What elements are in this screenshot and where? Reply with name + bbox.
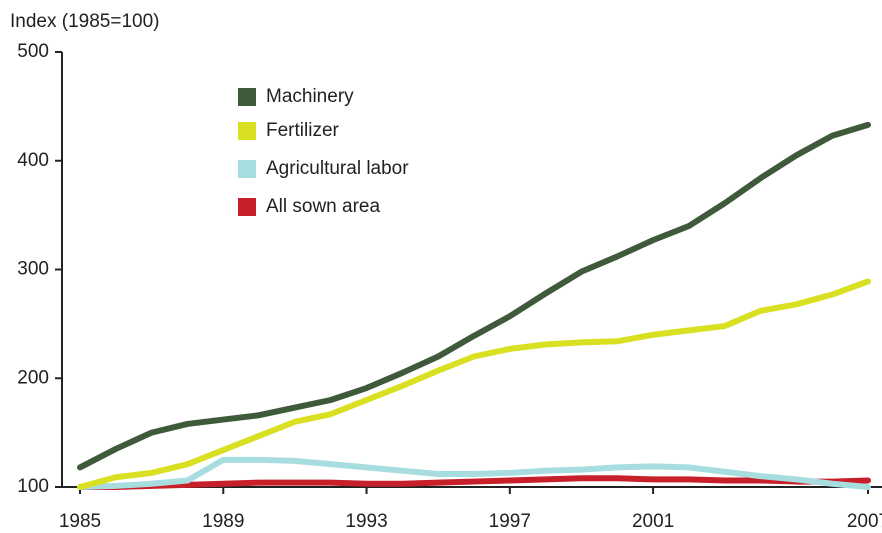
y-tick-label: 300 — [17, 259, 49, 280]
line — [77, 121, 871, 471]
x-tick-label: 1997 — [489, 511, 531, 532]
y-tick-label: 100 — [17, 476, 49, 497]
legend-label: Agricultural labor — [266, 158, 409, 179]
legend-swatch — [238, 198, 256, 216]
legend-swatch — [238, 88, 256, 106]
x-tick-label: 2001 — [632, 511, 674, 532]
line — [77, 475, 871, 490]
legend-label: All sown area — [266, 196, 380, 217]
x-tick-label: 1989 — [202, 511, 244, 532]
line — [77, 456, 871, 490]
y-tick-label: 400 — [17, 150, 49, 171]
legend-label: Machinery — [266, 86, 354, 107]
y-axis-title: Index (1985=100) — [10, 11, 159, 32]
legend-swatch — [238, 122, 256, 140]
x-tick-label: 2007 — [847, 511, 882, 532]
legend-swatch — [238, 160, 256, 178]
x-tick-label: 1993 — [345, 511, 387, 532]
x-tick-label: 1985 — [59, 511, 101, 532]
legend-label: Fertilizer — [266, 120, 340, 141]
line — [77, 278, 871, 490]
y-tick-label: 200 — [17, 367, 49, 388]
y-tick-label: 500 — [17, 41, 49, 62]
